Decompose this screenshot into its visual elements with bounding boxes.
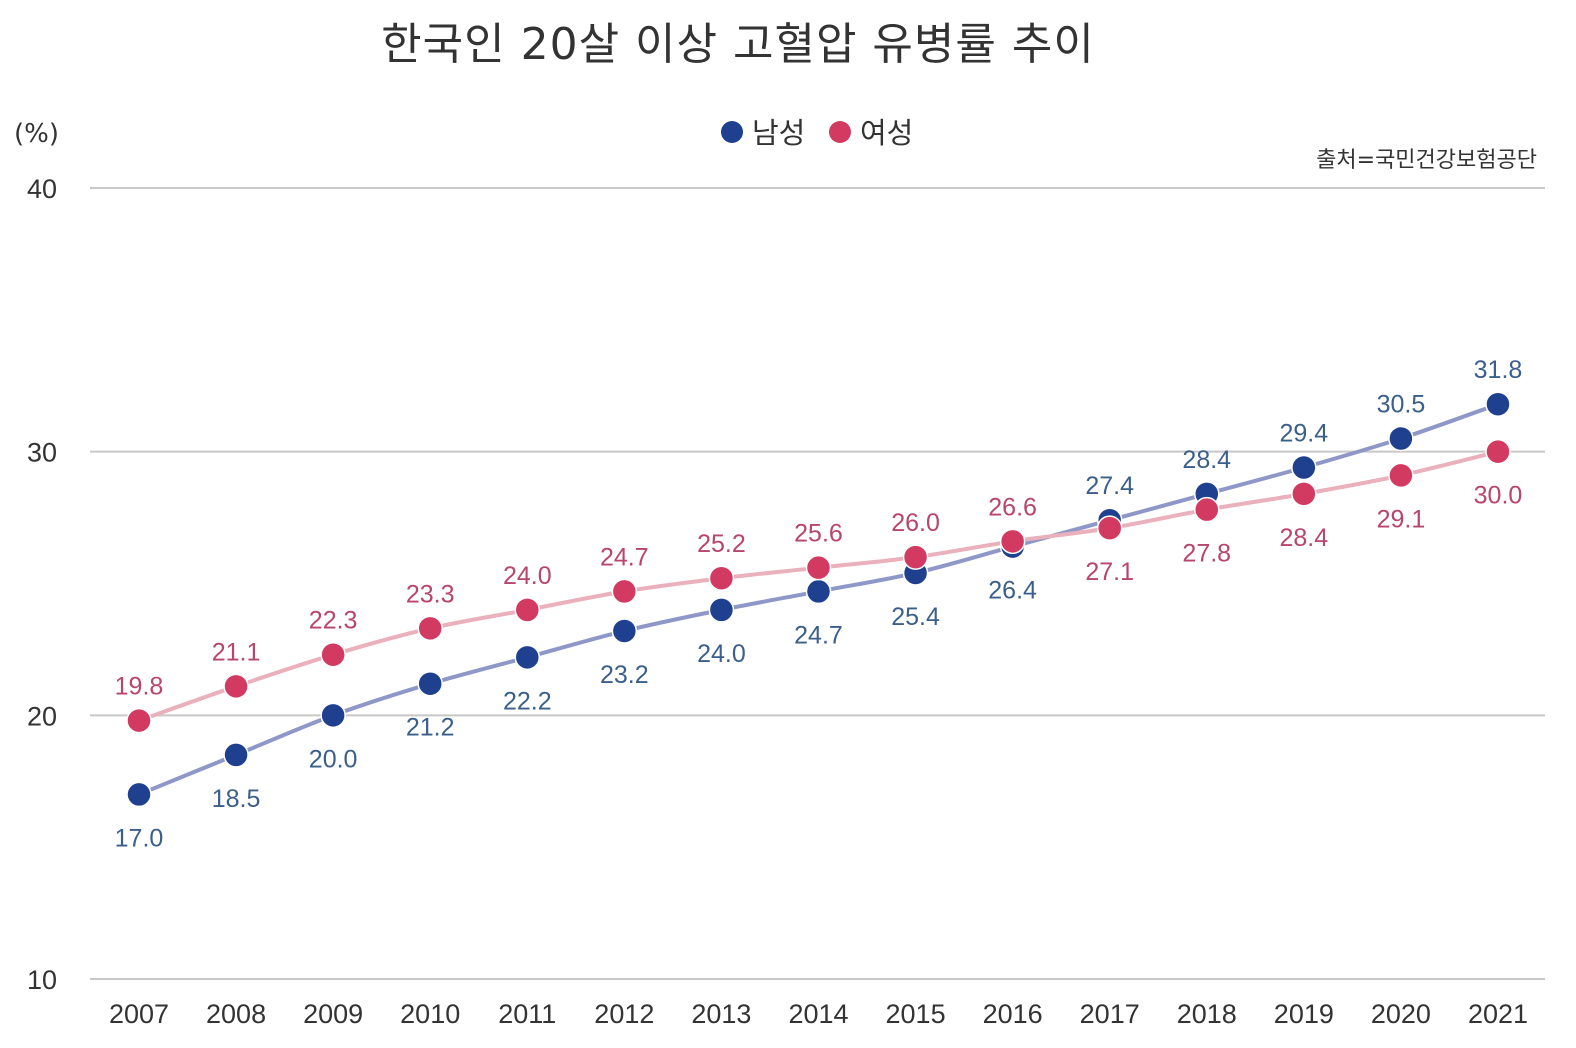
data-label-male: 27.4 (1085, 472, 1134, 500)
data-label-female: 25.2 (697, 530, 746, 558)
data-label-female: 19.8 (115, 673, 164, 701)
data-point-female (1485, 438, 1511, 465)
x-tick-label: 2017 (1080, 999, 1140, 1029)
x-tick-label: 2012 (594, 999, 654, 1029)
data-point-female (1291, 481, 1317, 507)
x-tick-label: 2011 (498, 999, 556, 1029)
data-label-female: 27.8 (1182, 540, 1231, 568)
y-axis-ticks: 10 20 30 40 (27, 174, 57, 995)
data-point-male (708, 597, 735, 623)
series-points (126, 391, 1511, 808)
data-label-male: 20.0 (309, 745, 358, 773)
data-label-male: 31.8 (1474, 356, 1523, 384)
y-tick-label: 30 (27, 438, 57, 468)
x-tick-label: 2021 (1468, 999, 1528, 1029)
data-label-female: 21.1 (212, 638, 261, 666)
data-label-male: 30.5 (1377, 390, 1426, 418)
data-point-male (417, 670, 443, 697)
data-label-female: 28.4 (1280, 524, 1329, 552)
chart-title: 한국인 20살 이상 고혈압 유병률 추이 (381, 19, 1095, 70)
data-label-female: 26.6 (988, 493, 1037, 521)
y-tick-label: 20 (27, 701, 57, 731)
x-tick-label: 2019 (1274, 999, 1334, 1029)
data-label-female: 24.7 (600, 543, 649, 571)
data-label-male: 21.2 (406, 714, 455, 742)
data-label-female: 27.1 (1085, 558, 1134, 586)
data-point-male (126, 781, 152, 808)
data-label-female: 26.0 (891, 509, 940, 537)
data-point-male (611, 618, 638, 644)
data-point-male (1485, 391, 1511, 417)
x-tick-label: 2010 (400, 999, 460, 1029)
data-point-male (514, 644, 541, 671)
legend-label-male: 남성 (752, 116, 805, 150)
legend-marker-female (829, 121, 851, 143)
data-point-male (1388, 425, 1414, 452)
data-label-male: 24.7 (794, 621, 843, 649)
data-point-female (999, 528, 1026, 555)
data-label-male: 18.5 (212, 785, 261, 813)
data-label-male: 26.4 (988, 577, 1037, 605)
data-label-male: 17.0 (115, 824, 164, 852)
data-label-male: 24.0 (697, 640, 746, 668)
x-tick-label: 2015 (886, 999, 946, 1029)
x-tick-label: 2013 (691, 999, 751, 1029)
x-tick-label: 2014 (788, 999, 848, 1029)
data-point-female (320, 641, 346, 668)
data-point-female (1388, 462, 1414, 489)
data-point-female (902, 544, 929, 570)
x-tick-label: 2016 (983, 999, 1043, 1029)
data-label-female: 23.3 (406, 580, 455, 608)
data-point-male (805, 578, 832, 605)
x-tick-label: 2009 (303, 999, 363, 1029)
data-point-male (223, 742, 249, 768)
data-point-female (514, 597, 541, 623)
data-point-female (805, 554, 832, 581)
data-point-female (708, 565, 735, 591)
data-label-female: 30.0 (1474, 482, 1523, 510)
y-tick-label: 40 (27, 174, 57, 204)
data-label-female: 22.3 (309, 607, 358, 635)
y-tick-label: 10 (27, 965, 57, 995)
data-label-male: 28.4 (1182, 446, 1231, 474)
data-label-male: 29.4 (1280, 419, 1329, 447)
data-label-male: 25.4 (891, 603, 940, 631)
legend: 남성 여성 (721, 116, 913, 150)
data-point-female (223, 673, 249, 700)
data-point-male (320, 702, 346, 729)
data-label-female: 25.6 (794, 520, 843, 548)
x-tick-label: 2020 (1371, 999, 1431, 1029)
data-point-male (1291, 454, 1317, 481)
legend-label-female: 여성 (860, 116, 913, 150)
data-point-female (126, 707, 152, 734)
x-tick-label: 2008 (206, 999, 266, 1029)
data-label-female: 24.0 (503, 562, 552, 590)
data-point-female (417, 615, 443, 642)
data-labels: 17.0 18.5 20.0 21.2 22.2 23.2 24.0 24.7 25.4 26.4… (115, 356, 1523, 852)
x-axis-ticks: 2007 2008 2009 2010 2011 2012 2013 2014 2015 2016… (109, 999, 1528, 1029)
data-point-female (1096, 515, 1123, 541)
y-axis-label: (%) (14, 119, 59, 149)
source-note: 출처=국민건강보험공단 (1316, 148, 1537, 173)
data-label-female: 29.1 (1377, 505, 1426, 533)
x-tick-label: 2007 (109, 999, 169, 1029)
x-tick-label: 2018 (1177, 999, 1237, 1029)
data-point-female (611, 578, 638, 605)
legend-marker-male (721, 121, 743, 143)
data-label-male: 22.2 (503, 687, 552, 715)
data-point-female (1194, 496, 1220, 523)
data-label-male: 23.2 (600, 661, 649, 689)
